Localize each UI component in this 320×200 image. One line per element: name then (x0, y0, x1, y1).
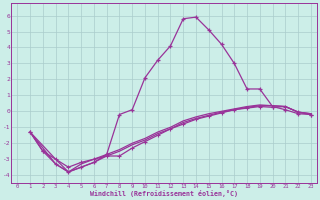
X-axis label: Windchill (Refroidissement éolien,°C): Windchill (Refroidissement éolien,°C) (90, 190, 238, 197)
